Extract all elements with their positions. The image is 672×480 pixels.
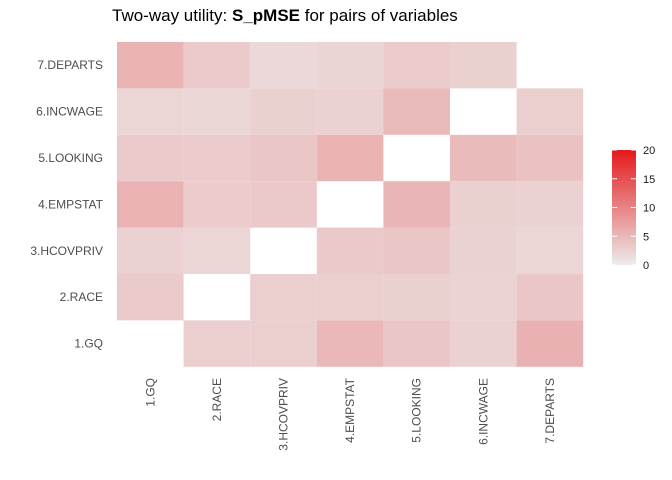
y-tick-label: 3.HCOVPRIV [30,244,103,258]
x-tick-label: 2.RACE [210,378,224,421]
heatmap-cell-4.EMPSTAT-6.INCWAGE [316,88,384,135]
heatmap-cell-3.HCOVPRIV-7.DEPARTS [250,42,317,89]
heatmap-cell-4.EMPSTAT-3.HCOVPRIV [316,227,384,274]
heatmap-cell-6.INCWAGE-3.HCOVPRIV [450,227,517,274]
heatmap-cell-7.DEPARTS-4.EMPSTAT [516,181,584,228]
y-tick-label: 5.LOOKING [38,151,103,165]
title-suffix: for pairs of variables [300,6,458,25]
heatmap-cell-7.DEPARTS-5.LOOKING [516,134,584,182]
heatmap-cell-7.DEPARTS-2.RACE [516,274,584,321]
y-tick-label: 1.GQ [74,337,103,351]
heatmap-cell-1.GQ-4.EMPSTAT [117,181,184,228]
heatmap-cell-6.INCWAGE-1.GQ [450,320,517,367]
heatmap-cell-3.HCOVPRIV-6.INCWAGE [250,88,317,135]
x-tick-label: 3.HCOVPRIV [277,378,291,451]
heatmap-cell-7.DEPARTS-3.HCOVPRIV [516,227,584,274]
heatmap-cell-6.INCWAGE-4.EMPSTAT [450,181,517,228]
legend-tick-label: 0 [643,260,649,272]
legend-tick-label: 15 [643,174,655,186]
heatmap-cell-5.LOOKING-3.HCOVPRIV [383,227,450,274]
legend-tick-label: 20 [643,145,655,157]
heatmap-cells [117,42,584,367]
heatmap-cell-1.GQ-3.HCOVPRIV [117,227,184,274]
y-tick-label: 6.INCWAGE [36,105,103,119]
heatmap-cell-4.EMPSTAT-7.DEPARTS [316,42,384,89]
heatmap-cell-5.LOOKING-6.INCWAGE [383,88,450,135]
heatmap-cell-2.RACE-5.LOOKING [183,134,251,182]
heatmap-cell-1.GQ-5.LOOKING [117,134,184,182]
heatmap-cell-1.GQ-2.RACE [117,274,184,321]
heatmap-cell-5.LOOKING-7.DEPARTS [383,42,450,89]
heatmap-cell-2.RACE-3.HCOVPRIV [183,227,251,274]
heatmap-cell-3.HCOVPRIV-1.GQ [250,320,317,367]
y-tick-label: 2.RACE [60,290,103,304]
x-tick-label: 6.INCWAGE [476,378,490,445]
heatmap-cell-3.HCOVPRIV-4.EMPSTAT [250,181,317,228]
heatmap-cell-6.INCWAGE-2.RACE [450,274,517,321]
legend-tick-label: 5 [643,231,649,243]
heatmap-cell-2.RACE-7.DEPARTS [183,42,251,89]
heatmap-cell-7.DEPARTS-6.INCWAGE [516,88,584,135]
y-tick-label: 4.EMPSTAT [38,197,104,211]
heatmap-cell-4.EMPSTAT-2.RACE [316,274,384,321]
legend-tick-label: 10 [643,203,655,215]
chart-title: Two-way utility: S_pMSE for pairs of var… [112,6,458,26]
heatmap-cell-4.EMPSTAT-5.LOOKING [316,134,384,182]
heatmap-cell-1.GQ-7.DEPARTS [117,42,184,89]
title-prefix: Two-way utility: [112,6,232,25]
y-tick-label: 7.DEPARTS [37,58,103,72]
heatmap-cell-5.LOOKING-2.RACE [383,274,450,321]
heatmap-cell-6.INCWAGE-5.LOOKING [450,134,517,182]
x-tick-label: 5.LOOKING [410,378,424,443]
heatmap-cell-4.EMPSTAT-1.GQ [316,320,384,367]
heatmap-cell-2.RACE-6.INCWAGE [183,88,251,135]
heatmap-cell-2.RACE-1.GQ [183,320,251,367]
heatmap-cell-5.LOOKING-4.EMPSTAT [383,181,450,228]
x-tick-label: 7.DEPARTS [543,378,557,444]
heatmap-cell-3.HCOVPRIV-5.LOOKING [250,134,317,182]
x-tick-label: 4.EMPSTAT [343,377,357,443]
heatmap-cell-3.HCOVPRIV-2.RACE [250,274,317,321]
heatmap-cell-2.RACE-4.EMPSTAT [183,181,251,228]
heatmap-cell-5.LOOKING-1.GQ [383,320,450,367]
x-tick-label: 1.GQ [143,378,157,407]
title-metric: S_pMSE [231,6,301,25]
heatmap-cell-7.DEPARTS-1.GQ [516,320,584,367]
heatmap-cell-1.GQ-6.INCWAGE [117,88,184,135]
heatmap-cell-6.INCWAGE-7.DEPARTS [450,42,517,89]
